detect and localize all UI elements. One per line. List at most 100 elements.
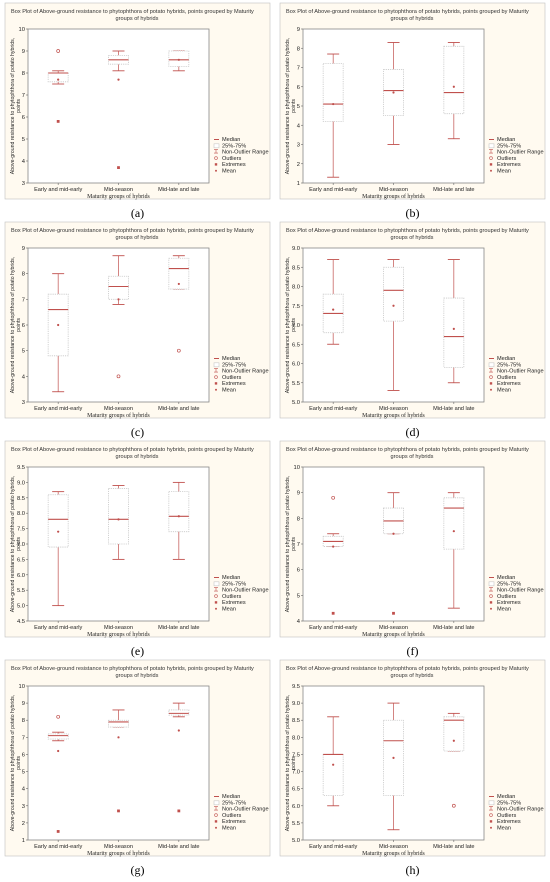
mean-marker [392, 91, 395, 94]
legend-label: 25%-75% [222, 143, 246, 149]
legend-label: 25%-75% [222, 800, 246, 806]
legend-range-symbol [489, 806, 493, 811]
y-tick-label: 6.5 [292, 342, 300, 348]
y-tick-label: 4 [22, 159, 26, 165]
outlier-marker [56, 49, 61, 53]
x-tick-label: Mid-late and late [433, 844, 474, 850]
y-tick-label: 5 [22, 137, 25, 143]
y-axis-label-line2: points [291, 537, 297, 551]
panel-label: (f) [407, 644, 419, 658]
chart-title-line1: Box Plot of Above-ground resistance to p… [286, 9, 529, 15]
y-axis-label-line2: points [16, 756, 22, 770]
y-tick-label: 8.5 [292, 265, 300, 271]
legend-label: Outliers [497, 594, 516, 600]
y-tick-label: 5.0 [292, 838, 300, 844]
y-tick-label: 9.5 [292, 684, 300, 690]
y-axis-label-line2: points [16, 318, 22, 332]
legend-box-symbol [213, 143, 220, 149]
box-group: Mid-season [104, 50, 133, 193]
box-group: Early and mid-early [309, 53, 357, 193]
legend-label: Mean [222, 169, 236, 175]
y-axis-label-line1: Above-ground resistance to phytophthora … [285, 695, 291, 831]
y-tick-label: 6 [297, 85, 300, 91]
legend-label: Non-Outlier Range [497, 369, 544, 375]
legend-extreme-symbol [489, 601, 493, 604]
legend-extreme-symbol [489, 382, 493, 385]
x-tick-label: Mid-late and late [158, 406, 199, 412]
panel-label: (e) [131, 644, 144, 658]
y-tick-label: 9.0 [17, 480, 25, 486]
box-group: Mid-season [104, 255, 133, 412]
iqr-box [168, 257, 190, 290]
y-tick-label: 4 [297, 123, 301, 129]
box-group: Mid-season [104, 485, 133, 631]
legend-mean-symbol [490, 388, 492, 391]
y-tick-label: 10 [294, 465, 300, 471]
extreme-marker [177, 809, 181, 813]
legend-range-symbol [214, 368, 218, 373]
y-tick-label: 5 [297, 104, 300, 110]
y-tick-label: 7.0 [292, 770, 300, 776]
outlier-marker [451, 803, 456, 808]
panel-label: (c) [131, 425, 144, 439]
y-tick-label: 8.5 [17, 496, 25, 502]
legend-label: Non-Outlier Range [222, 150, 269, 156]
legend-label: Mean [497, 826, 511, 832]
chart-title-line2: groups of hybrids [116, 673, 159, 679]
y-tick-label: 1 [22, 838, 25, 844]
box-group: Mid-late and late [158, 702, 200, 850]
y-tick-label: 7.5 [292, 752, 300, 758]
x-tick-label: Early and mid-early [34, 406, 82, 412]
mean-marker [392, 756, 395, 759]
y-tick-label: 8 [22, 718, 25, 724]
legend-mean-symbol [490, 607, 492, 610]
y-axis-label-line1: Above-ground resistance to phytophthora … [10, 476, 16, 612]
box-group: Mid-season [379, 259, 408, 412]
x-tick-label: Mid-season [104, 625, 133, 631]
y-tick-label: 9.5 [17, 465, 25, 471]
legend-outlier-symbol [489, 813, 493, 817]
x-tick-label: Mid-late and late [158, 625, 199, 631]
y-tick-label: 9.0 [292, 701, 300, 707]
outlier-marker [56, 714, 61, 719]
y-tick-label: 5.0 [292, 400, 300, 406]
x-tick-label: Mid-season [379, 844, 408, 850]
extreme-marker [117, 809, 120, 813]
legend-outlier-symbol [214, 594, 218, 598]
mean-marker [177, 729, 180, 732]
mean-marker [57, 78, 60, 81]
box-group: Mid-late and late [433, 259, 475, 412]
y-tick-label: 7 [22, 735, 25, 741]
box-group: Early and mid-early [34, 273, 82, 412]
legend-extreme-symbol [214, 820, 218, 823]
y-tick-label: 5.5 [17, 588, 25, 594]
legend-label: Non-Outlier Range [222, 369, 269, 375]
chart-title-line1: Box Plot of Above-ground resistance to p… [286, 447, 529, 453]
legend-box-symbol [488, 800, 495, 806]
y-axis-label-line2: points [16, 99, 22, 113]
legend-label: Non-Outlier Range [497, 588, 544, 594]
y-tick-label: 7 [297, 66, 300, 72]
box-group: Mid-late and late [433, 42, 475, 193]
legend-label: Extremes [497, 162, 521, 168]
mean-marker [452, 327, 455, 330]
legend-label: Outliers [222, 594, 241, 600]
legend-label: Extremes [222, 162, 246, 168]
x-tick-label: Early and mid-early [309, 406, 357, 412]
chart-title-line1: Box Plot of Above-ground resistance to p… [286, 228, 529, 234]
y-tick-label: 4 [297, 619, 301, 625]
box-group: Mid-late and late [158, 481, 200, 631]
legend-extreme-symbol [489, 163, 493, 166]
chart-panel-h: Box Plot of Above-ground resistance to p… [279, 659, 546, 877]
legend-label: 25%-75% [497, 362, 521, 368]
legend-label: Extremes [497, 600, 521, 606]
legend-mean-symbol [215, 607, 217, 610]
box-group: Mid-late and late [433, 712, 475, 850]
chart-panel-c: Box Plot of Above-ground resistance to p… [4, 221, 271, 439]
legend-box-symbol [488, 143, 495, 149]
y-tick-label: 5 [22, 349, 25, 355]
iqr-box [168, 491, 190, 533]
